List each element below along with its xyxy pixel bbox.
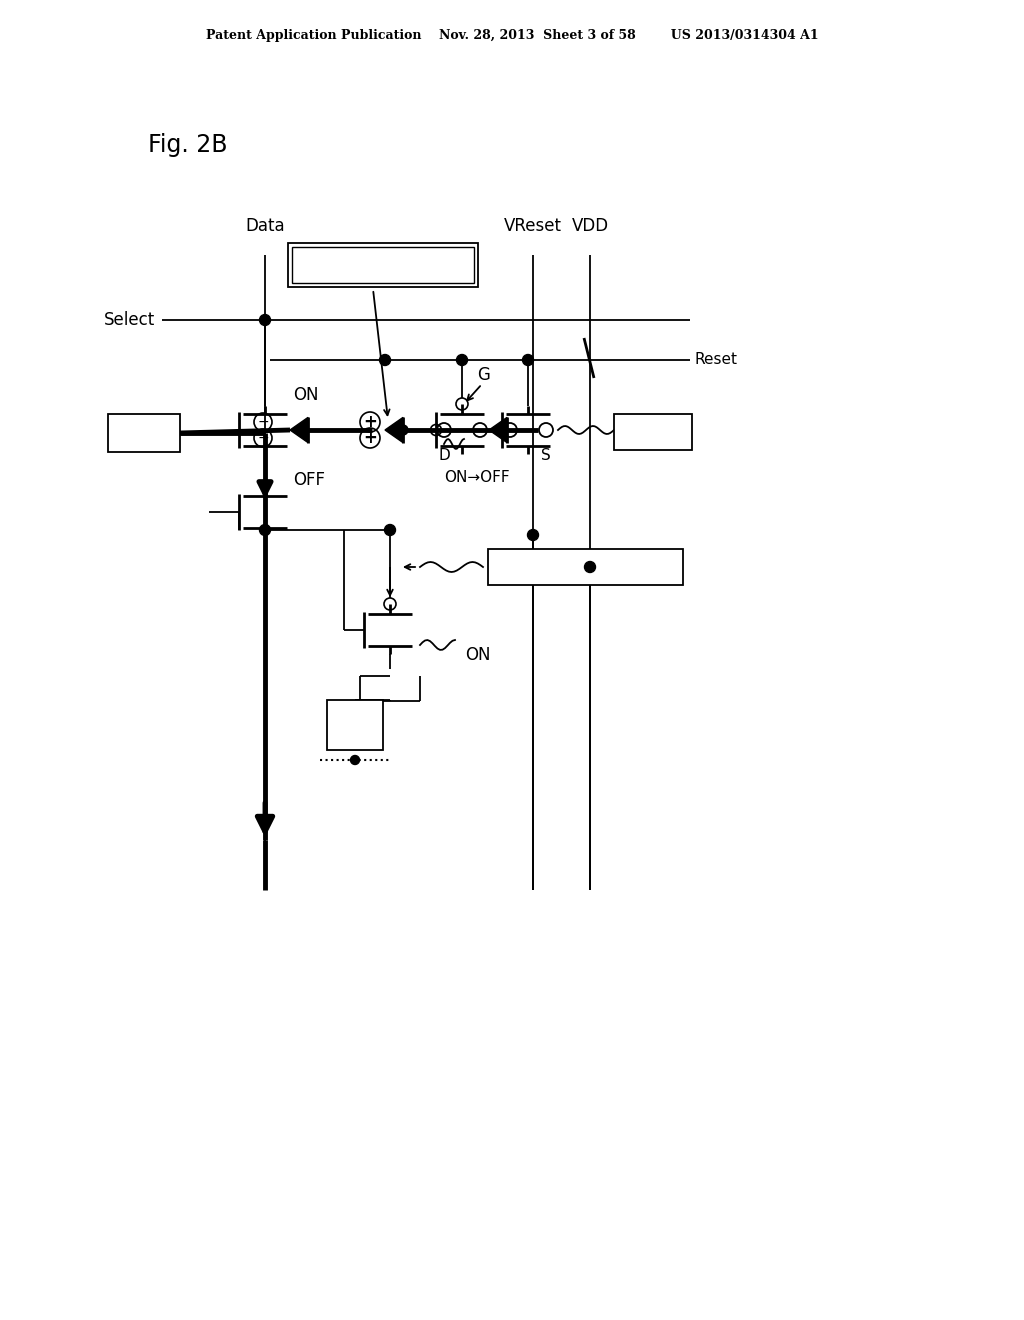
Text: VReset-|Vth|: VReset-|Vth| (336, 257, 430, 273)
Text: VSS: VSS (128, 424, 160, 442)
Bar (288, 243, 478, 286)
Circle shape (527, 529, 539, 540)
Circle shape (384, 524, 395, 536)
Bar (488, 549, 683, 585)
Circle shape (398, 425, 408, 436)
Circle shape (585, 561, 596, 573)
Bar (327, 700, 383, 750)
Text: ON: ON (465, 645, 490, 664)
Text: D: D (438, 449, 450, 463)
Bar (108, 414, 180, 451)
Circle shape (457, 355, 468, 366)
Circle shape (259, 314, 270, 326)
Text: Select: Select (103, 312, 155, 329)
Text: VDD: VDD (571, 216, 608, 235)
Text: Patent Application Publication    Nov. 28, 2013  Sheet 3 of 58        US 2013/03: Patent Application Publication Nov. 28, … (206, 29, 818, 41)
Text: VReset: VReset (504, 216, 562, 235)
Polygon shape (385, 417, 403, 442)
Text: Fig. 2B: Fig. 2B (148, 133, 227, 157)
Text: +: + (364, 413, 377, 432)
Bar (614, 414, 692, 450)
Text: |Vth|: |Vth| (633, 422, 673, 441)
Text: Reset: Reset (695, 352, 738, 367)
Circle shape (522, 355, 534, 366)
Circle shape (350, 755, 359, 764)
Polygon shape (290, 417, 308, 442)
Polygon shape (489, 417, 507, 442)
Text: −: − (257, 432, 269, 445)
Text: G: G (477, 366, 490, 384)
Text: VReset-|Vth|-VDD: VReset-|Vth|-VDD (519, 558, 652, 576)
Text: ON: ON (293, 385, 318, 404)
Text: ON→OFF: ON→OFF (444, 470, 510, 486)
Text: S: S (541, 449, 551, 463)
Circle shape (380, 355, 390, 366)
Text: +: + (364, 429, 377, 447)
Bar (292, 247, 474, 282)
Text: OFF: OFF (293, 471, 325, 488)
Text: −: − (257, 414, 269, 429)
Circle shape (259, 524, 270, 536)
Text: Data: Data (245, 216, 285, 235)
